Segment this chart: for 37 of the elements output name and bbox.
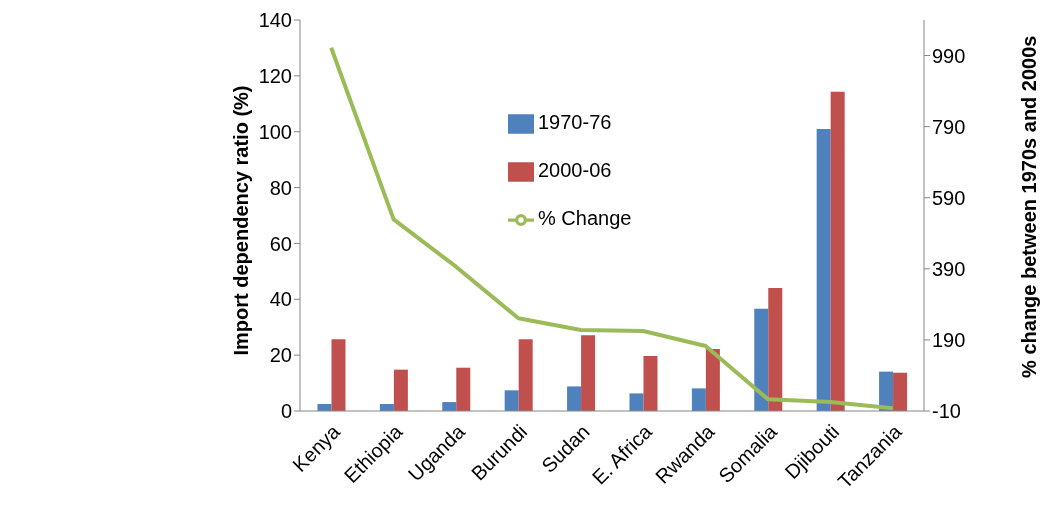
bar <box>705 349 720 411</box>
bar <box>816 128 831 411</box>
legend-label: % Change <box>538 207 632 229</box>
bar <box>754 308 769 411</box>
y2-tick-label: 990 <box>932 44 966 67</box>
bar <box>768 288 783 411</box>
y2-tick-label: 190 <box>932 329 966 352</box>
y-tick-label: 140 <box>258 9 292 32</box>
bar <box>830 91 845 411</box>
y2-tick-label: 590 <box>932 186 966 209</box>
line-series <box>329 45 895 411</box>
y-tick-label: 80 <box>269 176 292 199</box>
y-tick-label: 120 <box>258 64 292 87</box>
y-tick-label: 40 <box>269 288 292 311</box>
bar <box>456 367 471 411</box>
bar <box>393 369 408 411</box>
bar <box>331 339 346 411</box>
bar <box>504 390 519 411</box>
y-tick-label: 60 <box>269 232 292 255</box>
y2-axis-title: % change between 1970s and 2000s <box>1018 35 1041 378</box>
bar <box>643 355 658 411</box>
y-axis-title: Import dependency ratio (%) <box>230 85 253 356</box>
bar <box>691 388 706 411</box>
y2-tick-label: -10 <box>932 400 961 423</box>
bar <box>518 339 533 411</box>
y-tick-label: 20 <box>269 344 292 367</box>
bar <box>581 335 596 411</box>
bar <box>629 393 644 411</box>
bar <box>893 372 908 411</box>
legend-label: 1970-76 <box>538 111 612 133</box>
y-tick-label: 100 <box>258 120 292 143</box>
y-tick-label: 0 <box>280 400 292 423</box>
bar <box>442 402 457 411</box>
bar <box>567 386 582 411</box>
y2-tick-label: 390 <box>932 257 966 280</box>
y2-tick-label: 790 <box>932 115 966 138</box>
legend-label: 2000-06 <box>538 159 612 181</box>
